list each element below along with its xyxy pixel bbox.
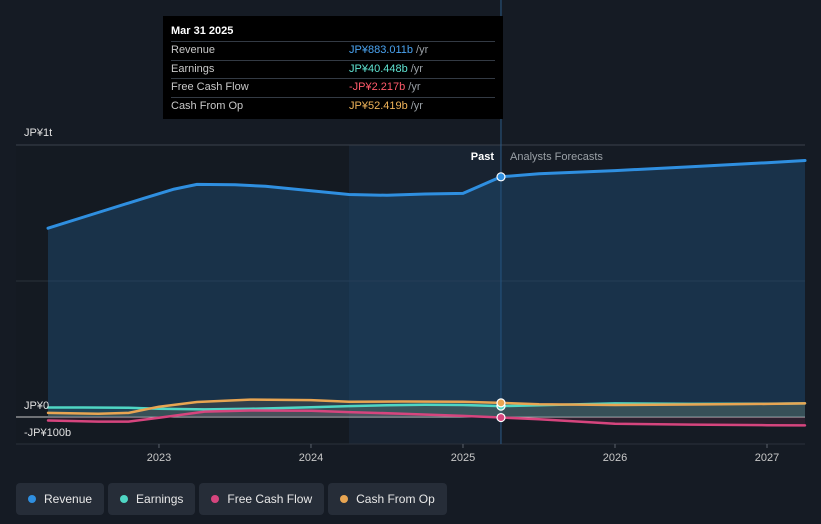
series-area-cash-from-op (48, 399, 805, 417)
hover-markers (496, 172, 506, 423)
legend-label: Cash From Op (356, 492, 435, 506)
legend-item-free-cash-flow[interactable]: Free Cash Flow (199, 483, 325, 515)
x-tick-label: 2025 (451, 452, 475, 464)
marker-revenue (496, 172, 506, 182)
tooltip-value: -JP¥2.217b (349, 81, 406, 93)
tooltip-label: Revenue (171, 44, 216, 56)
series-area-free-cash-flow (48, 410, 805, 426)
past-label: Past (471, 151, 495, 163)
series-line-cash-from-op (46, 398, 807, 415)
legend-label: Earnings (136, 492, 184, 506)
series-line-revenue (46, 159, 807, 230)
tooltip-label: Free Cash Flow (171, 81, 249, 93)
series-line-free-cash-flow (46, 409, 807, 427)
y-tick-label: -JP¥100b (24, 427, 71, 439)
series-lines (46, 159, 807, 427)
x-tick-label: 2024 (299, 452, 323, 464)
revenue-area (48, 160, 805, 417)
tooltip-label: Earnings (171, 62, 215, 75)
forecast-label: Analysts Forecasts (510, 151, 603, 163)
legend-item-cash-from-op[interactable]: Cash From Op (328, 483, 447, 515)
tooltip-unit: /yr (410, 99, 423, 112)
legend-label: Revenue (44, 492, 93, 506)
tooltip-unit: /yr (408, 81, 421, 93)
series-areas (48, 160, 805, 426)
marker-cash-from-op (496, 398, 506, 408)
legend-item-earnings[interactable]: Earnings (108, 483, 196, 515)
tooltip-label: Cash From Op (171, 99, 244, 112)
data-tooltip: Mar 31 2025 Revenue JP¥883.011b /yr Earn… (163, 16, 503, 119)
x-tick-label: 2023 (147, 452, 171, 464)
tooltip-value: JP¥40.448b (349, 62, 408, 75)
tooltip-date: Mar 31 2025 (171, 25, 234, 37)
tooltip-value: JP¥52.419b (349, 99, 408, 112)
y-tick-label: JP¥1t (24, 127, 52, 139)
tooltip-row-cash-from-op: Cash From Op JP¥52.419b /yr (171, 96, 495, 116)
legend-label: Free Cash Flow (227, 492, 313, 506)
series-area-earnings (48, 403, 805, 417)
tooltip-unit: /yr (410, 62, 423, 75)
legend-dot-icon (28, 495, 36, 503)
tooltip-row-revenue: Revenue JP¥883.011b /yr (171, 41, 495, 60)
region-labels: Past Analysts Forecasts (471, 151, 604, 163)
legend-dot-icon (340, 495, 349, 503)
marker-free-cash-flow (496, 412, 506, 423)
x-tick-label: 2027 (755, 452, 779, 464)
chart-legend: Revenue Earnings Free Cash Flow Cash Fro… (16, 483, 447, 515)
pre-past-shade-rect (16, 145, 349, 444)
y-tick-label: JP¥0 (24, 400, 49, 412)
y-axis-labels: JP¥1t JP¥0 -JP¥100b (24, 127, 71, 439)
x-tick-label: 2026 (603, 452, 627, 464)
tooltip-row-free-cash-flow: Free Cash Flow -JP¥2.217b /yr (171, 78, 495, 97)
x-axis-labels: 2023 2024 2025 2026 2027 (147, 444, 779, 464)
tooltip-row-earnings: Earnings JP¥40.448b /yr (171, 59, 495, 79)
tooltip-value: JP¥883.011b (349, 44, 414, 56)
tooltip-unit: /yr (416, 44, 429, 56)
legend-dot-icon (211, 495, 220, 503)
legend-dot-icon (120, 495, 129, 503)
legend-item-revenue[interactable]: Revenue (16, 483, 105, 515)
